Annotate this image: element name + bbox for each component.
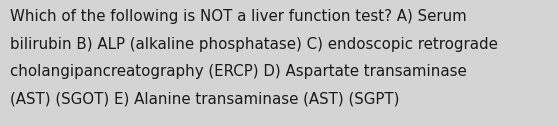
Text: (AST) (SGOT) E) Alanine transaminase (AST) (SGPT): (AST) (SGOT) E) Alanine transaminase (AS…	[10, 92, 400, 107]
Text: bilirubin B) ALP (alkaline phosphatase) C) endoscopic retrograde: bilirubin B) ALP (alkaline phosphatase) …	[10, 37, 498, 52]
Text: Which of the following is NOT a liver function test? A) Serum: Which of the following is NOT a liver fu…	[10, 9, 467, 24]
Text: cholangipancreatography (ERCP) D) Aspartate transaminase: cholangipancreatography (ERCP) D) Aspart…	[10, 64, 467, 79]
